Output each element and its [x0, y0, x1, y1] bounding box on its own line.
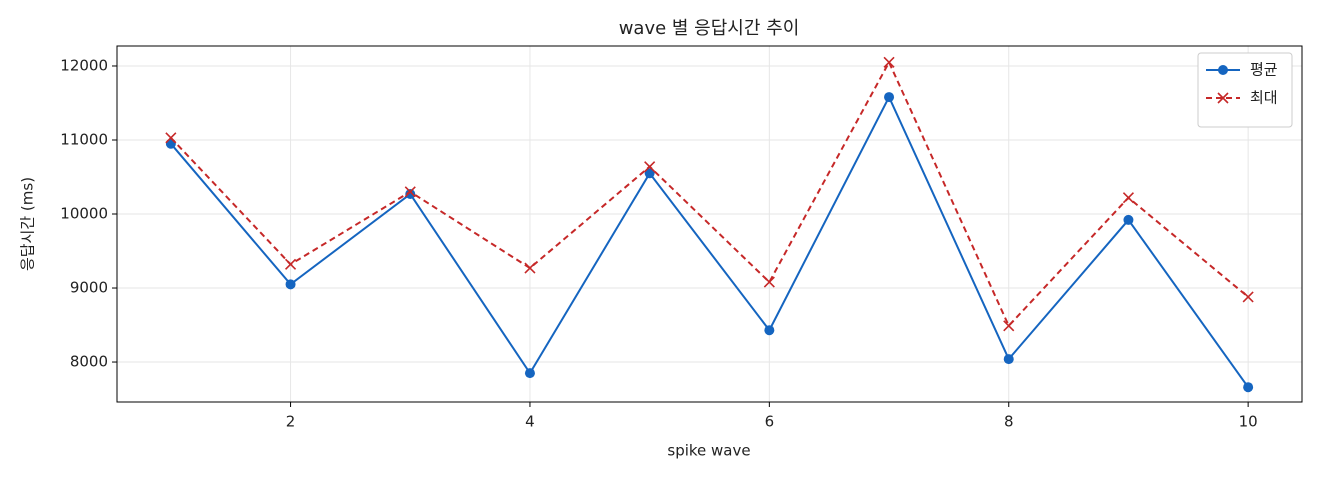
x-tick-label: 10 — [1239, 413, 1258, 431]
x-tick-label: 6 — [765, 413, 775, 431]
series-line — [170, 94, 1249, 388]
marker — [524, 368, 535, 379]
marker-stroke — [284, 258, 297, 270]
marker — [165, 132, 177, 144]
marker — [1243, 382, 1254, 393]
marker-stroke — [1242, 291, 1254, 303]
marker — [1003, 354, 1014, 365]
x-tick-label: 8 — [1004, 413, 1014, 431]
marker — [644, 161, 656, 173]
marker-stroke — [1003, 320, 1015, 332]
legend-label: 평균 — [1250, 61, 1278, 79]
marker — [644, 168, 655, 179]
marker — [524, 262, 536, 274]
marker — [284, 258, 297, 270]
marker-stroke — [404, 186, 416, 198]
marker-stroke — [763, 276, 775, 288]
x-tick-label: 2 — [286, 413, 296, 431]
marker-stroke — [644, 161, 656, 173]
marker-stroke — [883, 56, 895, 68]
marker — [1123, 214, 1134, 225]
marker — [1217, 92, 1229, 104]
x-axis-label: spike wave — [667, 442, 750, 460]
marker-stroke — [524, 262, 536, 274]
chart-title: wave 별 응답시간 추이 — [619, 18, 800, 39]
marker — [1122, 192, 1135, 204]
y-tick-label: 11000 — [60, 130, 108, 148]
marker-stroke — [165, 132, 177, 144]
legend-label: 최대 — [1250, 89, 1278, 107]
legend-box — [1197, 52, 1293, 128]
y-axis-label: 응답시간 (ms) — [19, 177, 37, 271]
y-tick-label: 10000 — [60, 205, 108, 223]
series-line — [170, 60, 1249, 328]
marker — [405, 189, 416, 200]
marker — [763, 276, 775, 288]
marker — [404, 186, 416, 198]
marker — [1242, 291, 1254, 303]
y-tick-label: 8000 — [70, 353, 108, 371]
marker — [764, 325, 775, 336]
marker — [1003, 320, 1015, 332]
marker — [883, 56, 895, 68]
marker-stroke — [1122, 192, 1135, 204]
plot-frame — [116, 45, 1303, 403]
y-tick-label: 12000 — [60, 56, 108, 74]
marker — [285, 279, 296, 290]
y-tick-label: 9000 — [70, 279, 108, 297]
marker-stroke — [1217, 92, 1229, 104]
x-tick-label: 4 — [525, 413, 535, 431]
marker — [884, 92, 895, 103]
marker — [1218, 65, 1228, 75]
